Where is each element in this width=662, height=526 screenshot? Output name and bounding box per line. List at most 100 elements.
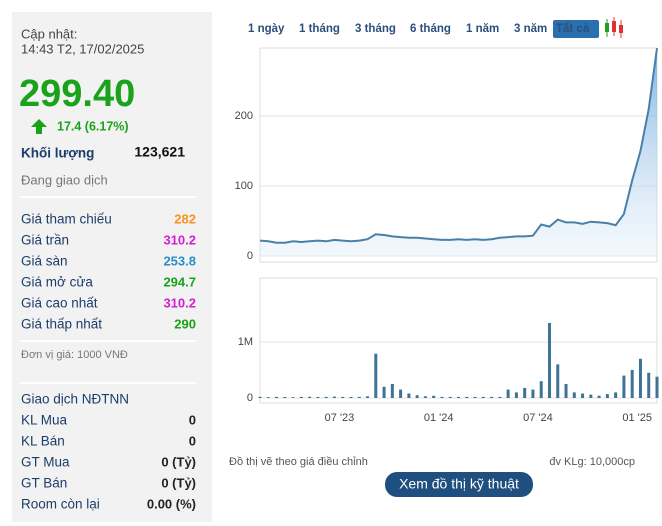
tab[interactable]: Tất cả (556, 23, 590, 35)
foreign-value: 0.00 (%) (147, 496, 196, 511)
volume-bar (481, 396, 485, 398)
volume-bar (258, 396, 262, 398)
info-panel (12, 12, 212, 522)
footnote-right: đv KLg: 10,000cp (549, 456, 635, 468)
volume-bar (614, 392, 618, 398)
tab[interactable]: 3 năm (514, 23, 547, 35)
foreign-label: GT Bán (21, 476, 67, 491)
tab[interactable]: 1 tháng (299, 23, 340, 35)
volume-bar (514, 392, 518, 398)
tab[interactable]: 1 năm (466, 23, 499, 35)
volume-bar (341, 396, 345, 398)
price-label: Giá sàn (21, 254, 68, 269)
volume-bar (382, 386, 386, 398)
volume-bar (440, 396, 444, 398)
volume-bar (275, 396, 279, 398)
price-label: Giá cao nhất (21, 296, 98, 311)
price-value: 253.8 (163, 253, 196, 268)
volume-bar (473, 396, 477, 398)
tab-active-bg[interactable] (553, 20, 599, 38)
volume-bar (407, 393, 411, 398)
volume-bar (349, 396, 353, 398)
volume-bar (572, 392, 576, 398)
volume-bar (324, 396, 328, 398)
tab[interactable]: 6 tháng (410, 23, 451, 35)
change: 17.4 (6.17%) (57, 119, 129, 133)
volume-value: 123,621 (134, 144, 185, 160)
volume-bar (357, 396, 361, 398)
footnote-left: Đồ thị vẽ theo giá điều chỉnh (229, 456, 368, 468)
volume-bar (299, 396, 303, 398)
tab[interactable]: 1 ngày (248, 23, 285, 35)
update-time: 14:43 T2, 17/02/2025 (21, 41, 144, 56)
volume-bar (316, 396, 320, 398)
price-value: 290 (174, 316, 196, 331)
volume-bar (655, 376, 659, 398)
y-tick-label: 100 (235, 180, 253, 192)
foreign-value: 0 (Tỷ) (161, 454, 196, 469)
volume-bar (539, 381, 543, 398)
volume-bar (498, 396, 502, 398)
price: 299.40 (19, 73, 135, 115)
volume-bar (589, 394, 593, 398)
price-value: 294.7 (163, 274, 196, 289)
foreign-value: 0 (Tỷ) (161, 475, 196, 490)
volume-bar (283, 396, 287, 398)
x-tick-label: 01 '25 (622, 412, 652, 424)
volume-bar (266, 397, 270, 398)
volume-bar (415, 395, 419, 398)
volume-bar (366, 396, 370, 398)
volume-bar (457, 396, 460, 398)
foreign-label: Room còn lại (21, 497, 100, 512)
price-value: 282 (174, 211, 196, 226)
foreign-title: Giao dịch NĐTNN (21, 392, 129, 407)
button-label[interactable]: Xem đồ thị kỹ thuật (399, 476, 519, 492)
volume-bar (308, 396, 312, 398)
foreign-label: GT Mua (21, 455, 70, 470)
volume-bar (547, 322, 551, 398)
price-value: 310.2 (163, 295, 196, 310)
icon-body (612, 21, 616, 32)
x-tick-label: 07 '23 (325, 412, 355, 424)
unit-note: Đơn vị giá: 1000 VNĐ (21, 349, 128, 361)
volume-bar (556, 364, 560, 398)
volume-bar (523, 387, 527, 398)
volume-bar (597, 395, 601, 398)
chart-button[interactable]: Xem đồ thị kỹ thuật (385, 472, 533, 497)
y-tick-label: 0 (247, 392, 253, 404)
foreign-value: 0 (189, 433, 196, 448)
volume-bar (531, 389, 535, 398)
y-tick-label: 0 (247, 250, 253, 262)
volume-bar (390, 384, 394, 398)
volume-bar (630, 370, 634, 398)
volume-bar (291, 397, 295, 398)
foreign-label: KL Bán (21, 434, 65, 449)
volume-bar (423, 396, 427, 398)
foreign-label: KL Mua (21, 413, 68, 428)
volume-bar (399, 389, 403, 398)
candle-icon[interactable] (605, 17, 623, 38)
x-tick-label: 01 '24 (424, 412, 454, 424)
volume-bar (332, 396, 336, 398)
x-tick-label: 07 '24 (523, 412, 553, 424)
price-label: Giá tham chiếu (21, 212, 112, 227)
button-bg[interactable] (385, 472, 533, 497)
status: Đang giao dịch (21, 172, 108, 187)
icon-body (605, 23, 609, 32)
plot-frame (259, 277, 658, 404)
volume-bar (506, 389, 510, 398)
tab[interactable]: 3 tháng (355, 23, 396, 35)
volume-bar (581, 393, 585, 398)
volume-bar (448, 396, 452, 398)
update-label: Cập nhật: (21, 26, 77, 41)
volume-bar (374, 353, 378, 398)
up-arrow (31, 119, 47, 134)
volume-bar (490, 396, 494, 398)
price-label: Giá trần (21, 233, 69, 248)
price-label: Giá mở cửa (21, 275, 93, 290)
volume-bar (432, 395, 436, 398)
price-label: Giá thấp nhất (21, 317, 102, 332)
foreign-value: 0 (189, 412, 196, 427)
volume-bar (465, 396, 469, 398)
volume-bar (638, 358, 642, 398)
